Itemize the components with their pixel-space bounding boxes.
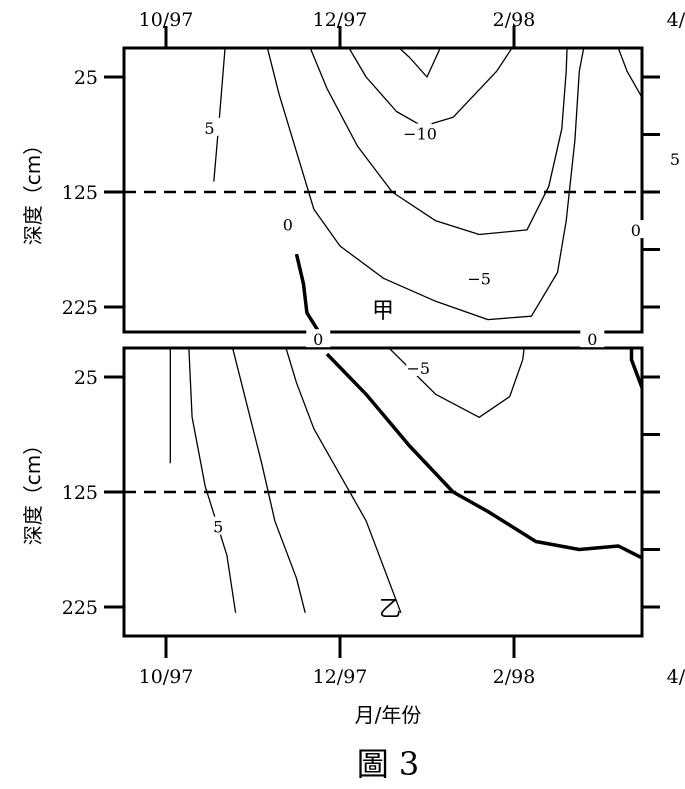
label-backdrop <box>206 516 231 535</box>
contour-label: 0 <box>283 215 293 234</box>
x-tick-label: 4/98 <box>667 9 685 31</box>
x-tick-label: 2/98 <box>493 666 536 688</box>
contour-line <box>617 48 642 99</box>
y-tick-label: 125 <box>62 482 98 504</box>
contour-line <box>231 348 306 613</box>
y-tick-label: 25 <box>74 367 98 389</box>
x-axis-title: 月/年份 <box>355 703 422 727</box>
contour-label: −5 <box>407 359 431 378</box>
x-tick-label: 12/97 <box>313 9 368 31</box>
contour-line <box>348 48 513 128</box>
contour-line <box>388 348 525 418</box>
contour-label: 5 <box>670 150 680 169</box>
contour-label: 0 <box>313 330 323 349</box>
contour-label: −10 <box>403 125 437 144</box>
contour-line <box>653 325 685 613</box>
y-tick-label: 225 <box>62 297 98 319</box>
contour-line <box>325 348 642 560</box>
label-backdrop <box>580 329 605 348</box>
contour-line <box>213 48 226 182</box>
contour-label: 5 <box>204 119 214 138</box>
reference-lines <box>124 190 642 494</box>
y-tick-label: 225 <box>62 597 98 619</box>
y-axis-title: 深度（cm） <box>21 435 45 545</box>
contour-line <box>294 253 321 332</box>
contours <box>213 48 642 332</box>
contour-label: −5 <box>467 269 491 288</box>
axis-ticks <box>104 26 660 309</box>
label-backdrop <box>408 123 433 142</box>
label-backdrop <box>662 148 685 167</box>
contour-line <box>266 48 585 321</box>
contour-line <box>398 48 442 78</box>
figure-caption: 圖 3 <box>357 745 420 783</box>
panel-frame <box>122 46 644 334</box>
contour-label: 0 <box>587 330 597 349</box>
y-axis-tick-labels: 25 125 225 <box>62 367 98 619</box>
label-backdrop <box>275 214 300 233</box>
label-backdrop <box>306 329 331 348</box>
y-axis-title: 深度（cm） <box>21 135 45 245</box>
contour-labels: 00−51055 <box>206 329 605 537</box>
contour-line <box>285 348 402 614</box>
x-tick-label: 10/97 <box>139 666 194 688</box>
x-tick-label: 12/97 <box>313 666 368 688</box>
x-tick-label: 4/98 <box>667 666 685 688</box>
panel-label: 乙 <box>379 597 401 622</box>
label-backdrop <box>406 357 431 376</box>
contour-line <box>309 48 568 236</box>
y-tick-label: 125 <box>62 182 98 204</box>
label-backdrop <box>467 268 492 287</box>
contour-label: 0 <box>631 221 641 240</box>
contour-line <box>188 348 237 613</box>
label-backdrop <box>197 117 222 136</box>
y-axis-tick-labels: 25 125 225 <box>62 67 98 319</box>
x-tick-label: 10/97 <box>139 9 194 31</box>
y-tick-label: 25 <box>74 67 98 89</box>
x-tick-label: 2/98 <box>493 9 536 31</box>
contour-label: 5 <box>213 518 223 537</box>
label-backdrop <box>623 220 648 239</box>
panel-label: 甲 <box>372 299 394 324</box>
axis-ticks <box>104 375 660 658</box>
